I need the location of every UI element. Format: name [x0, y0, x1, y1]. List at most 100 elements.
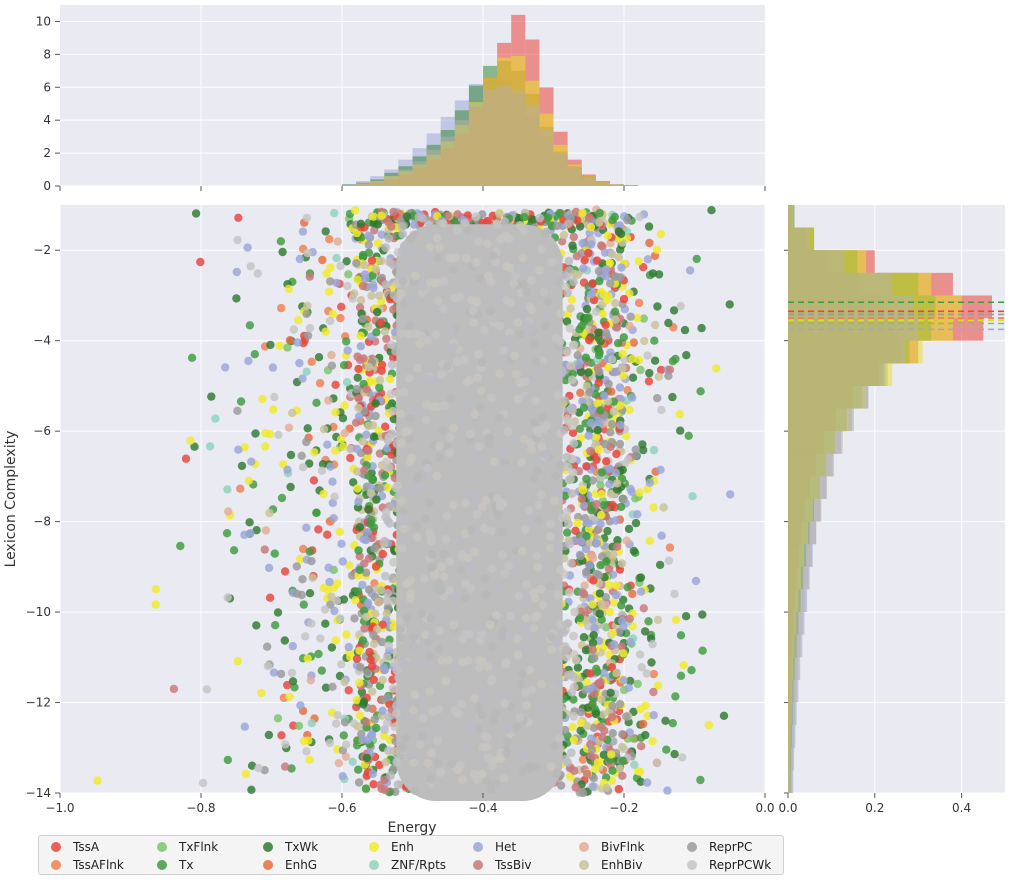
scatter-point — [301, 632, 310, 641]
scatter-point — [245, 518, 254, 527]
scatter-point — [576, 551, 585, 561]
scatter-point — [275, 341, 284, 350]
scatter-point — [615, 764, 624, 774]
scatter-point — [369, 780, 378, 789]
scatter-point — [426, 774, 436, 784]
scatter-point — [585, 213, 594, 223]
scatter-point — [207, 392, 216, 401]
right-hist-bar — [788, 770, 793, 793]
scatter-point — [481, 495, 491, 505]
scatter-point — [280, 636, 289, 645]
scatter-point — [286, 482, 295, 492]
scatter-point — [631, 445, 640, 454]
scatter-point — [605, 607, 614, 617]
scatter-point — [643, 778, 652, 787]
scatter-point — [522, 287, 531, 297]
scatter-point — [317, 466, 327, 475]
scatter-point — [553, 221, 562, 231]
scatter-point — [381, 571, 390, 581]
scatter-point — [211, 414, 220, 423]
scatter-point — [302, 523, 311, 532]
scatter-point — [377, 230, 386, 239]
scatter-point — [483, 239, 492, 249]
scatter-point — [608, 729, 617, 738]
main-xtick-label: −0.8 — [186, 801, 215, 815]
scatter-point — [613, 536, 622, 545]
scatter-point — [567, 558, 576, 568]
scatter-point — [480, 334, 489, 344]
scatter-point — [569, 631, 578, 641]
scatter-point — [332, 596, 342, 605]
scatter-point — [515, 486, 524, 496]
scatter-point — [355, 630, 364, 639]
scatter-point — [223, 593, 232, 602]
scatter-point — [493, 511, 503, 520]
scatter-point — [409, 230, 419, 240]
scatter-point — [586, 446, 595, 456]
scatter-point — [409, 758, 419, 767]
legend-item: TxFlnk — [157, 838, 218, 856]
right-marginal-histogram: 0.0 0.2 0.4 — [778, 205, 1005, 815]
scatter-point — [640, 336, 649, 346]
scatter-point — [431, 330, 441, 340]
scatter-point — [387, 340, 396, 349]
scatter-point — [202, 685, 212, 694]
scatter-point — [612, 485, 622, 494]
scatter-point — [323, 440, 332, 449]
scatter-point — [482, 777, 492, 786]
scatter-point — [571, 526, 580, 535]
scatter-point — [352, 654, 362, 663]
scatter-point — [588, 279, 597, 289]
scatter-point — [461, 498, 470, 508]
right-hist-bar — [788, 205, 794, 228]
scatter-point — [647, 658, 656, 667]
scatter-point — [346, 445, 355, 454]
top-hist-bar — [370, 181, 385, 186]
scatter-point — [352, 384, 362, 394]
scatter-point — [402, 613, 412, 623]
scatter-point — [465, 722, 474, 731]
scatter-point — [387, 222, 396, 231]
scatter-point — [362, 430, 371, 439]
legend-marker — [473, 842, 483, 852]
top-ytick-label: 4 — [43, 113, 51, 127]
scatter-point — [444, 655, 453, 665]
scatter-point — [426, 613, 436, 623]
scatter-point — [383, 693, 392, 702]
scatter-point — [624, 524, 634, 534]
scatter-point — [398, 543, 407, 553]
scatter-point — [405, 248, 414, 258]
scatter-point — [420, 514, 430, 523]
scatter-point — [265, 508, 274, 518]
scatter-point — [273, 608, 283, 617]
scatter-point — [500, 217, 510, 226]
scatter-point — [609, 407, 618, 416]
main-xtick-label: −0.4 — [468, 801, 497, 815]
scatter-point — [593, 399, 602, 408]
scatter-point — [337, 539, 346, 548]
scatter-point — [525, 631, 535, 641]
right-hist-bar — [788, 634, 801, 658]
scatter-point — [381, 243, 390, 253]
scatter-point — [356, 331, 365, 340]
scatter-point — [336, 313, 345, 323]
scatter-point — [234, 213, 243, 222]
right-hist-bar — [788, 499, 822, 522]
scatter-point — [453, 709, 463, 719]
top-ytick-label: 8 — [43, 47, 51, 61]
scatter-point — [581, 646, 591, 655]
scatter-point — [617, 559, 627, 568]
scatter-point — [637, 663, 646, 672]
scatter-point — [398, 535, 407, 545]
scatter-point — [374, 291, 384, 300]
scatter-point — [607, 663, 617, 672]
scatter-point — [514, 591, 524, 601]
scatter-point — [629, 338, 638, 347]
scatter-point — [372, 723, 381, 733]
scatter-point — [669, 306, 679, 315]
scatter-point — [241, 769, 250, 779]
scatter-point — [601, 593, 611, 602]
scatter-point — [633, 510, 642, 519]
scatter-point — [277, 731, 286, 740]
legend-item: TssA — [51, 838, 99, 856]
